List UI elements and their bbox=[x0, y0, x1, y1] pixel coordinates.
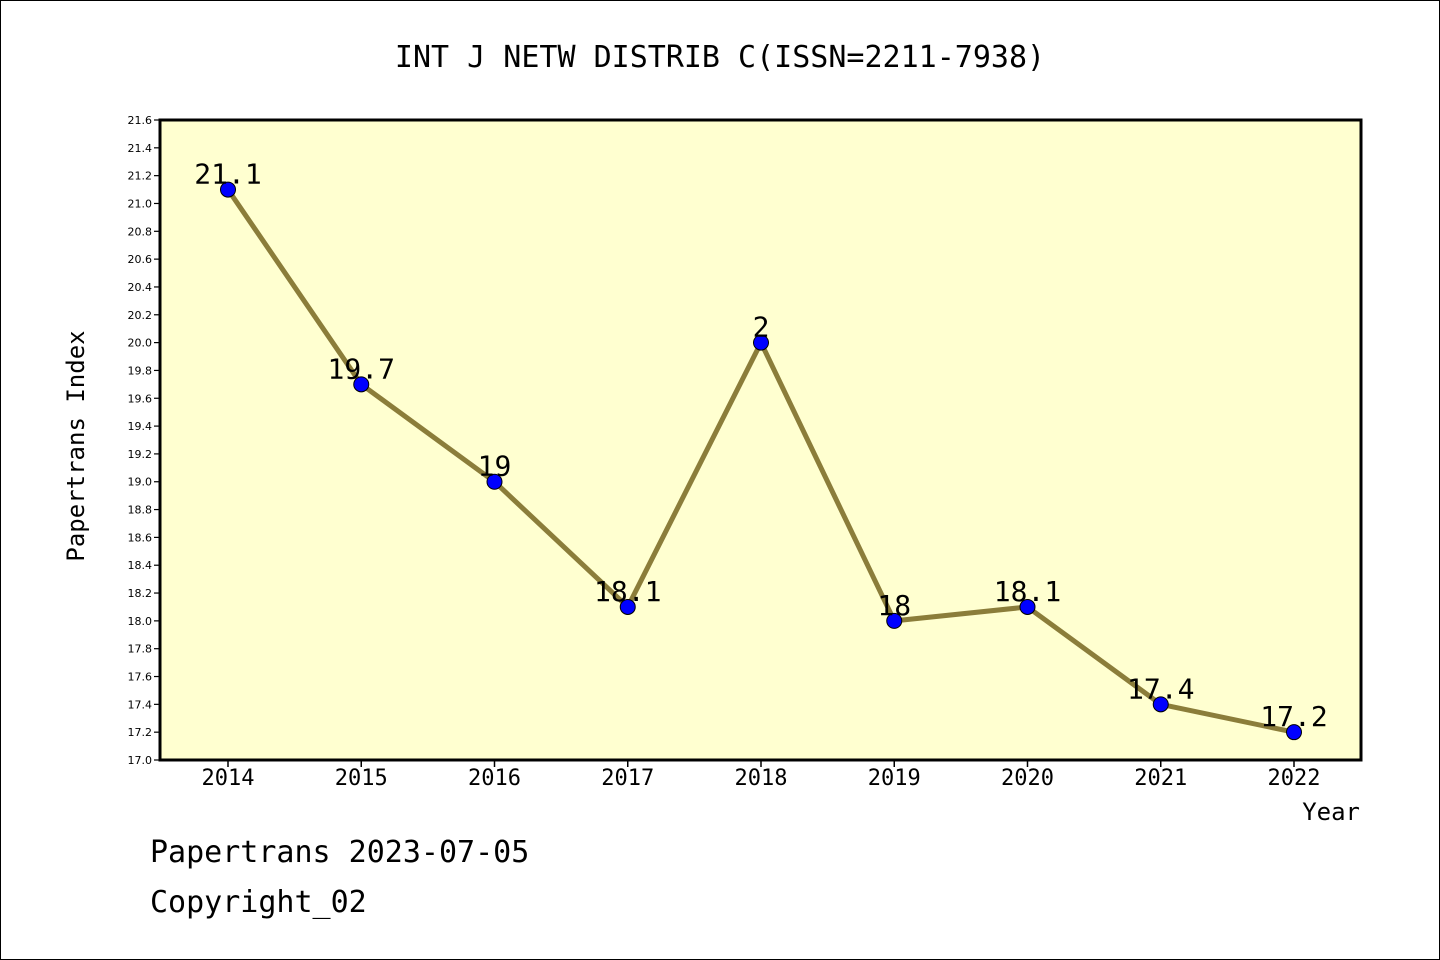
x-tick-label: 2019 bbox=[868, 766, 921, 791]
y-tick-label: 20.4 bbox=[128, 281, 153, 294]
data-point bbox=[486, 473, 503, 490]
y-tick-label: 21.0 bbox=[128, 197, 153, 210]
y-tick-label: 20.0 bbox=[128, 337, 153, 350]
data-point bbox=[353, 376, 370, 393]
data-point bbox=[619, 598, 636, 615]
y-tick-label: 20.2 bbox=[128, 309, 153, 322]
y-tick-label: 18.0 bbox=[128, 615, 153, 628]
y-tick-label: 18.6 bbox=[128, 531, 153, 544]
y-tick-label: 21.2 bbox=[128, 170, 153, 183]
data-point bbox=[1152, 696, 1169, 713]
chart-title: INT J NETW DISTRIB C(ISSN=2211-7938) bbox=[395, 40, 1045, 75]
x-tick-label: 2015 bbox=[335, 766, 388, 791]
y-tick-label: 17.2 bbox=[128, 726, 153, 739]
footer-date: Papertrans 2023-07-05 bbox=[150, 835, 530, 870]
y-tick-label: 18.2 bbox=[128, 587, 153, 600]
x-tick-label: 2014 bbox=[202, 766, 255, 791]
y-tick-label: 19.4 bbox=[128, 420, 153, 433]
y-tick-label: 19.0 bbox=[128, 476, 153, 489]
y-tick-label: 18.8 bbox=[128, 504, 153, 517]
x-tick-label: 2017 bbox=[601, 766, 654, 791]
y-tick-label: 19.6 bbox=[128, 392, 153, 405]
data-point bbox=[1019, 598, 1036, 615]
data-label: 18 bbox=[877, 589, 911, 622]
y-tick-label: 17.4 bbox=[128, 698, 153, 711]
x-axis-label: Year bbox=[1302, 798, 1360, 826]
y-tick-label: 18.4 bbox=[128, 559, 153, 572]
data-markers bbox=[220, 181, 1302, 741]
y-tick-label: 20.8 bbox=[128, 225, 153, 238]
footer-copyright: Copyright_02 bbox=[150, 885, 367, 920]
y-tick-label: 17.6 bbox=[128, 671, 153, 684]
y-tick-label: 17.0 bbox=[128, 754, 153, 767]
x-tick-label: 2020 bbox=[1001, 766, 1054, 791]
data-label: 18.1 bbox=[594, 575, 661, 608]
y-axis-label: Papertrans Index bbox=[62, 330, 90, 561]
x-tick-label: 2021 bbox=[1134, 766, 1187, 791]
data-point bbox=[886, 612, 903, 629]
data-point bbox=[1286, 724, 1302, 741]
data-label: 17.2 bbox=[1260, 700, 1327, 733]
x-axis-ticks: 2014 2015 2016 2017 2018 2019 2020 2021 2022 bbox=[202, 760, 1321, 791]
data-label: 21.1 bbox=[194, 158, 261, 191]
data-label: 2 bbox=[753, 311, 770, 344]
y-tick-label: 19.2 bbox=[128, 448, 153, 461]
x-tick-label: 2018 bbox=[735, 766, 788, 791]
y-tick-label: 17.8 bbox=[128, 643, 153, 656]
x-tick-label: 2022 bbox=[1268, 766, 1321, 791]
y-tick-label: 21.6 bbox=[128, 114, 153, 127]
data-label: 19 bbox=[478, 450, 512, 483]
data-label: 18.1 bbox=[994, 575, 1061, 608]
data-labels: 21.1 19.7 19 18.1 2 18 18.1 17.4 17.2 bbox=[194, 158, 1327, 734]
data-point bbox=[753, 334, 769, 351]
plot-area bbox=[158, 118, 1363, 762]
y-tick-label: 21.4 bbox=[128, 142, 153, 155]
data-label: 19.7 bbox=[328, 352, 395, 385]
y-tick-label: 19.8 bbox=[128, 364, 153, 377]
y-axis-ticks: 17.0 17.2 17.4 17.6 17.8 18.0 18.2 18.4 18.6 18.8… bbox=[128, 114, 160, 767]
data-point bbox=[220, 181, 236, 198]
y-tick-label: 20.6 bbox=[128, 253, 153, 266]
data-label: 17.4 bbox=[1127, 672, 1194, 705]
x-tick-label: 2016 bbox=[468, 766, 521, 791]
